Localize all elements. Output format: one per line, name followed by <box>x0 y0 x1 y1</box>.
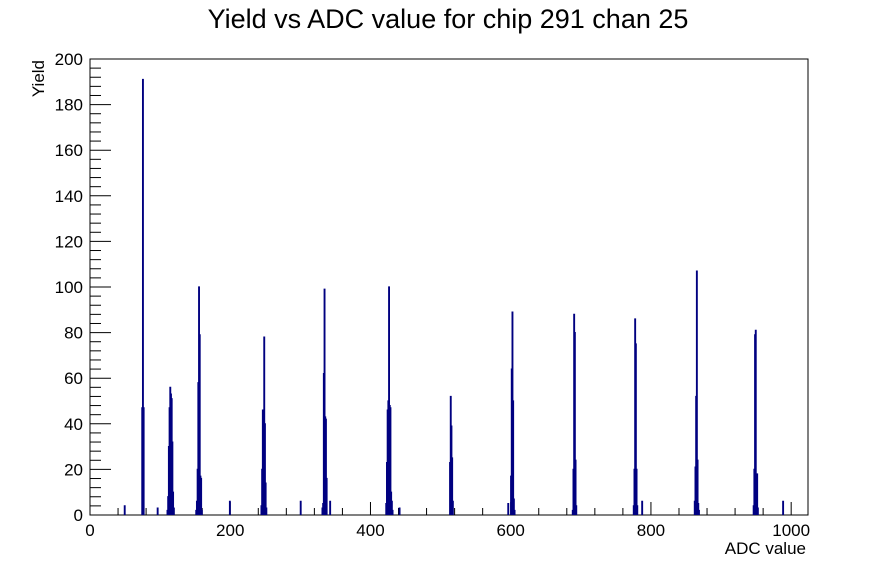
histogram-bin <box>641 500 644 515</box>
histogram-bin <box>172 491 175 515</box>
y-tick-label: 160 <box>55 141 83 160</box>
y-tick-label: 20 <box>64 460 83 479</box>
y-tick-label: 80 <box>64 324 83 343</box>
x-axis: 0 200 400 600 800 1000 <box>85 502 810 540</box>
histogram-bin <box>636 505 639 515</box>
x-tick-label: 1000 <box>772 521 810 540</box>
histogram-bin <box>573 332 576 515</box>
histogram-bin <box>228 500 231 515</box>
histogram-bin <box>756 473 759 515</box>
histogram-bin <box>575 505 578 515</box>
histogram-bin <box>324 418 327 515</box>
y-tick-label: 100 <box>55 278 83 297</box>
chart-title: Yield vs ADC value for chip 291 chan 25 <box>208 4 689 34</box>
histogram-bin <box>264 482 267 515</box>
histogram-bin <box>389 407 392 515</box>
histogram-bin <box>200 509 203 515</box>
histogram-bin <box>141 78 144 515</box>
histogram-bin <box>265 507 268 515</box>
histogram-bin <box>507 503 510 515</box>
histogram-bin <box>200 477 203 515</box>
histogram-bin <box>171 441 174 515</box>
x-tick-label: 800 <box>637 521 665 540</box>
histogram-bin <box>398 507 401 515</box>
y-tick-label: 0 <box>74 506 83 525</box>
histogram-bin <box>574 459 577 515</box>
histogram-bin <box>696 459 699 515</box>
histogram-bins <box>123 78 785 515</box>
y-tick-label: 40 <box>64 415 83 434</box>
histogram-bin <box>782 500 785 515</box>
x-tick-label: 0 <box>85 521 94 540</box>
histogram-bin <box>388 286 390 515</box>
histogram-bin <box>299 500 302 515</box>
y-tick-label: 120 <box>55 232 83 251</box>
histogram-bin <box>513 509 516 515</box>
histogram-bin <box>123 505 126 515</box>
histogram-bin <box>451 457 454 515</box>
y-axis: 0 20 40 60 80 100 120 140 160 180 200 <box>55 50 111 525</box>
histogram-bin <box>323 288 326 515</box>
histogram-bin <box>451 500 454 515</box>
histogram-bin <box>697 503 700 515</box>
y-tick-label: 60 <box>64 369 83 388</box>
histogram-bin <box>329 500 332 515</box>
histogram-bin <box>512 400 515 515</box>
y-tick-label: 180 <box>55 96 83 115</box>
x-tick-label: 600 <box>497 521 525 540</box>
x-tick-label: 400 <box>356 521 384 540</box>
x-tick-label: 200 <box>216 521 244 540</box>
histogram-bin <box>754 329 757 515</box>
histogram-bin <box>142 407 145 515</box>
histogram-bin <box>698 509 700 515</box>
histogram-bin <box>635 468 638 515</box>
histogram-bin <box>172 507 175 515</box>
histogram-bin <box>156 507 159 515</box>
histogram-bin <box>695 270 698 515</box>
histogram-bin <box>756 507 759 515</box>
histogram-bin <box>391 509 394 515</box>
y-axis-label: Yield <box>29 60 48 97</box>
histogram-bin <box>325 477 328 515</box>
y-tick-label: 140 <box>55 187 83 206</box>
y-tick-label: 200 <box>55 50 83 69</box>
histogram-bin <box>263 423 266 515</box>
histogram-bin <box>634 343 637 515</box>
histogram-bin <box>198 334 201 515</box>
histogram-bin <box>512 498 515 515</box>
x-axis-label: ADC value <box>725 539 806 558</box>
histogram-bin <box>390 500 393 515</box>
